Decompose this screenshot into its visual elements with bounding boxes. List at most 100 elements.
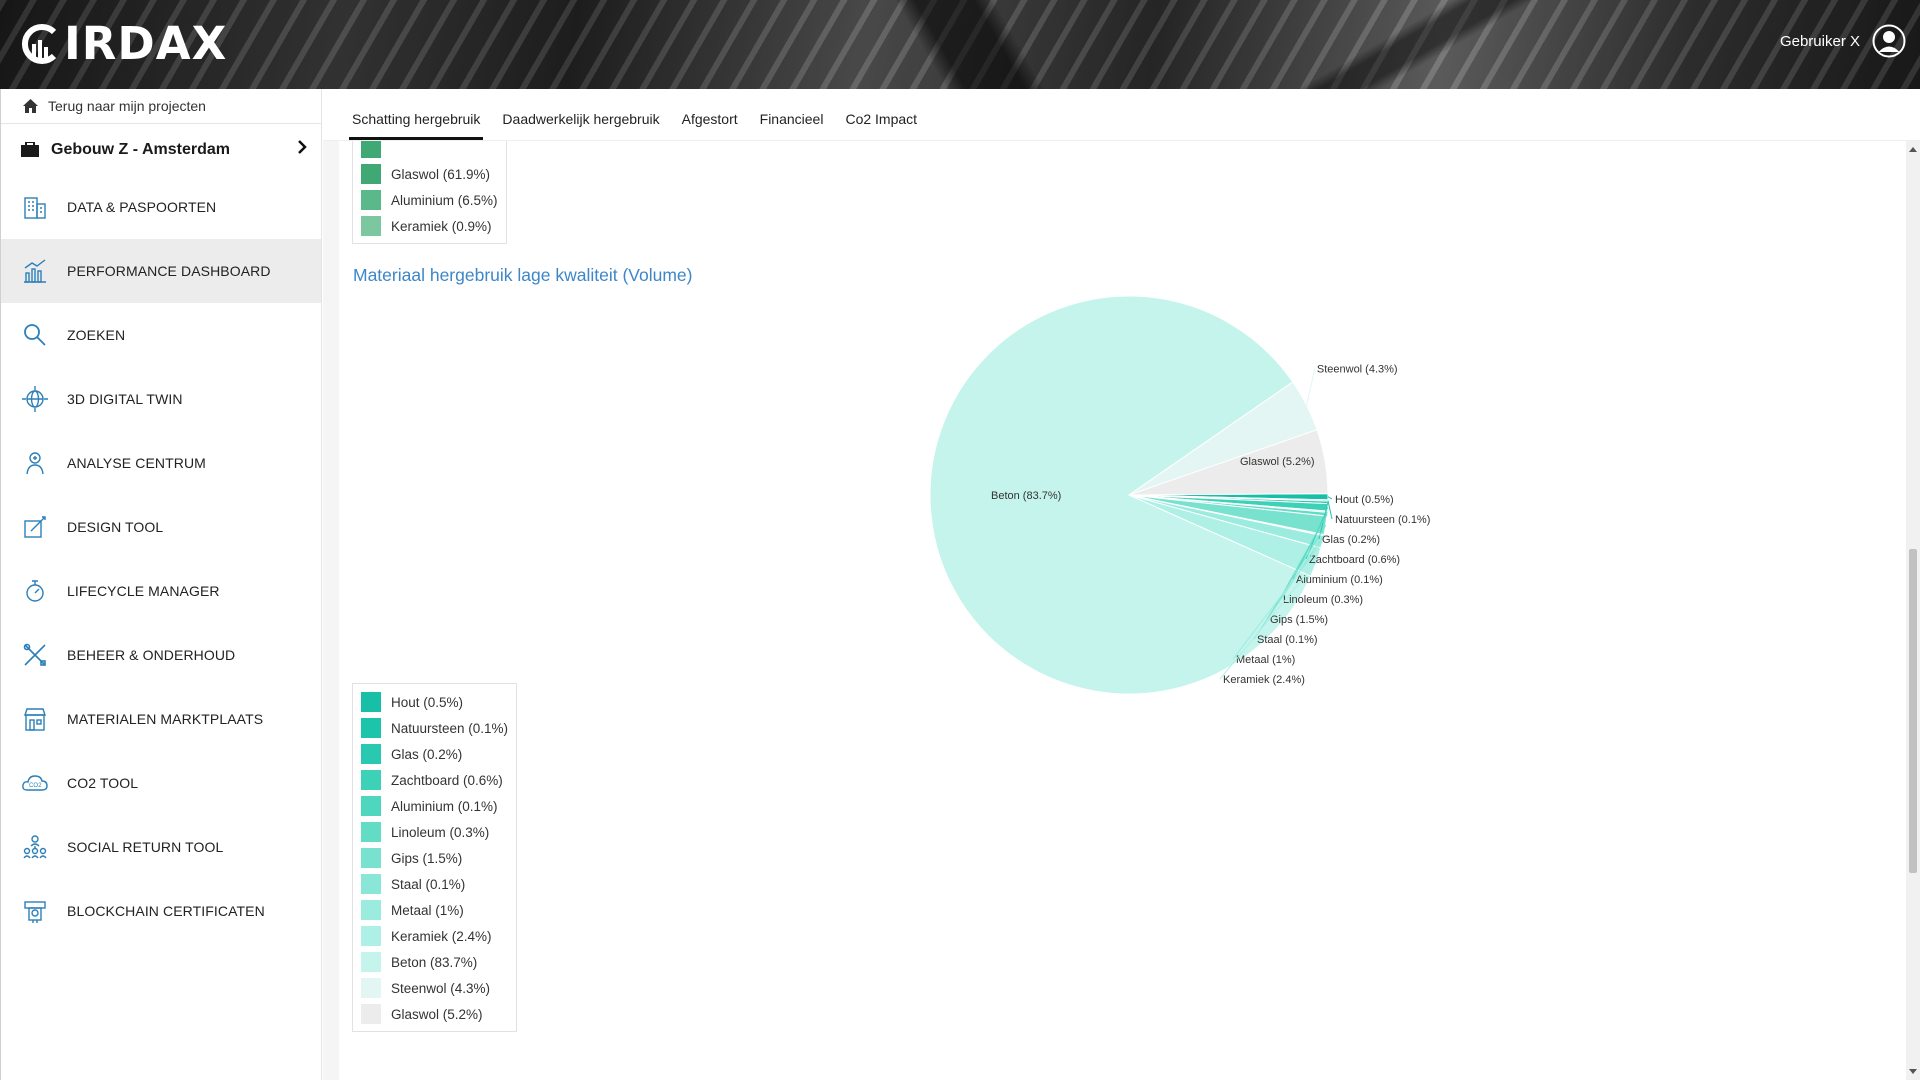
sidebar-item-design-tool[interactable]: DESIGN TOOL	[1, 495, 321, 559]
logo-mark-icon	[21, 24, 57, 64]
legend-swatch	[361, 718, 381, 738]
legend-item[interactable]: Aluminium (0.1%)	[361, 793, 508, 819]
legend-label: Metaal (1%)	[391, 902, 464, 918]
briefcase-icon	[21, 142, 39, 157]
sidebar-item-label: SOCIAL RETURN TOOL	[67, 839, 224, 855]
project-name: Gebouw Z - Amsterdam	[51, 140, 230, 158]
pie-slice-label: Steenwol (4.3%)	[1317, 363, 1398, 375]
legend-item[interactable]: Gips (1.5%)	[361, 845, 508, 871]
co2-cloud-icon: CO2	[21, 769, 49, 797]
back-link-label: Terug naar mijn projecten	[48, 98, 206, 114]
sidebar-item-beheer-onderhoud[interactable]: BEHEER & ONDERHOUD	[1, 623, 321, 687]
legend-item[interactable]: Metaal (1%)	[361, 897, 508, 923]
legend-label: Hout (0.5%)	[391, 694, 464, 710]
sidebar-item-zoeken[interactable]: ZOEKEN	[1, 303, 321, 367]
scroll-up-arrow[interactable]	[1909, 147, 1917, 152]
certificate-icon	[21, 897, 49, 925]
chevron-right-icon	[298, 140, 307, 154]
dashboard-content: Glaswol (61.9%) Aluminium (6.5%) Keramie…	[323, 141, 1906, 1080]
pie-slice-label: Aluminium (0.1%)	[1296, 574, 1383, 586]
pie-label-leader	[1327, 496, 1333, 500]
legend-item[interactable]: Keramiek (2.4%)	[361, 923, 508, 949]
sidebar-item-social-return-tool[interactable]: SOCIAL RETURN TOOL	[1, 815, 321, 879]
scroll-thumb[interactable]	[1909, 549, 1917, 873]
legend-item[interactable]: Linoleum (0.3%)	[361, 819, 508, 845]
legend-swatch	[361, 874, 381, 894]
pie-slice-label: Keramiek (2.4%)	[1223, 674, 1305, 686]
tab-daadwerkelijk-hergebruik[interactable]: Daadwerkelijk hergebruik	[502, 111, 660, 127]
legend-item[interactable]: Glas (0.2%)	[361, 741, 508, 767]
legend-label: Keramiek (2.4%)	[391, 928, 492, 944]
legend-swatch	[361, 190, 381, 210]
person-analysis-icon	[21, 449, 49, 477]
tab-financieel[interactable]: Financieel	[759, 111, 824, 127]
user-avatar-icon[interactable]	[1872, 24, 1906, 58]
legend-label: Zachtboard (0.6%)	[391, 772, 503, 788]
sidebar-item-label: DESIGN TOOL	[67, 519, 164, 535]
legend-bottom: Hout (0.5%) Natuursteen (0.1%) Glas (0.2%)…	[352, 683, 518, 1032]
legend-item[interactable]: Zachtboard (0.6%)	[361, 767, 508, 793]
legend-swatch	[361, 822, 381, 842]
legend-item[interactable]: Beton (83.7%)	[361, 949, 508, 975]
user-name: Gebruiker X	[1779, 32, 1860, 50]
pie-slice-label: Gips (1.5%)	[1270, 614, 1328, 626]
legend-item[interactable]: Staal (0.1%)	[361, 871, 508, 897]
vertical-scrollbar[interactable]	[1906, 141, 1920, 1080]
sidebar-item-label: BEHEER & ONDERHOUD	[67, 647, 236, 663]
sidebar-item-label: MATERIALEN MARKTPLAATS	[67, 711, 264, 727]
project-selector[interactable]: Gebouw Z - Amsterdam	[1, 124, 321, 175]
sidebar-item-analyse-centrum[interactable]: ANALYSE CENTRUM	[1, 431, 321, 495]
legend-label: Linoleum (0.3%)	[391, 824, 490, 840]
legend-label: Glaswol (5.2%)	[391, 1006, 483, 1022]
legend-label: Staal (0.1%)	[391, 876, 466, 892]
legend-label: Glas (0.2%)	[391, 746, 463, 762]
home-icon	[23, 99, 38, 113]
tab-afgestort[interactable]: Afgestort	[681, 111, 738, 127]
tab-bar: Schatting hergebruik Daadwerkelijk herge…	[323, 89, 1920, 141]
sidebar-item-data-paspoorten[interactable]: DATA & PASPOORTEN	[1, 175, 321, 239]
pie-slice-label: Glaswol (5.2%)	[1240, 456, 1315, 468]
pie-slice[interactable]	[929, 295, 1312, 695]
tab-co2-impact[interactable]: Co2 Impact	[845, 111, 918, 127]
pie-slice-label: Glas (0.2%)	[1322, 534, 1380, 546]
legend-swatch	[361, 164, 381, 184]
legend-label: Natuursteen (0.1%)	[391, 720, 509, 736]
pie-slice-label: Hout (0.5%)	[1335, 494, 1394, 506]
legend-swatch	[361, 952, 381, 972]
pie-slice-label: Staal (0.1%)	[1257, 634, 1318, 646]
legend-top: Glaswol (61.9%) Aluminium (6.5%) Keramie…	[352, 141, 507, 244]
legend-item[interactable]: Natuursteen (0.1%)	[361, 715, 508, 741]
main-area: Schatting hergebruik Daadwerkelijk herge…	[323, 89, 1920, 1080]
pie-slice-label: Zachtboard (0.6%)	[1309, 554, 1400, 566]
sidebar-item-label: DATA & PASPOORTEN	[67, 199, 217, 215]
legend-item[interactable]: Hout (0.5%)	[361, 689, 508, 715]
pie-slice[interactable]	[1128, 429, 1329, 496]
legend-swatch	[361, 770, 381, 790]
legend-swatch	[361, 216, 381, 236]
sidebar-item-co2-tool[interactable]: CO2 CO2 TOOL	[1, 751, 321, 815]
pie-label-leader	[1266, 525, 1327, 620]
pie-label-leader	[1327, 500, 1333, 520]
design-icon	[21, 513, 49, 541]
scroll-down-arrow[interactable]	[1909, 1069, 1917, 1074]
sidebar-item-3d-digital-twin[interactable]: 3D DIGITAL TWIN	[1, 367, 321, 431]
sidebar-item-materialen-marktplaats[interactable]: MATERIALEN MARKTPLAATS	[1, 687, 321, 751]
svg-text:CO2: CO2	[29, 783, 42, 789]
legend-item[interactable]: Glaswol (5.2%)	[361, 1001, 508, 1027]
legend-item: Keramiek (0.9%)	[361, 213, 498, 239]
legend-item[interactable]: Steenwol (4.3%)	[361, 975, 508, 1001]
sidebar-item-blockchain-certificaten[interactable]: BLOCKCHAIN CERTIFICATEN	[1, 879, 321, 943]
chart-title: Materiaal hergebruik lage kwaliteit (Vol…	[353, 265, 693, 285]
tab-schatting-hergebruik[interactable]: Schatting hergebruik	[341, 111, 491, 140]
sidebar-item-performance-dashboard[interactable]: PERFORMANCE DASHBOARD	[1, 239, 321, 303]
globe-icon	[21, 385, 49, 413]
legend-label: Aluminium (0.1%)	[391, 798, 498, 814]
user-menu[interactable]: Gebruiker X	[1780, 24, 1906, 58]
chart-icon	[21, 257, 49, 285]
back-to-projects-link[interactable]: Terug naar mijn projecten	[1, 89, 321, 124]
legend-item: Aluminium (6.5%)	[361, 187, 498, 213]
legend-swatch	[361, 926, 381, 946]
legend-label: Gips (1.5%)	[391, 850, 463, 866]
circdax-logo[interactable]: IRDAX	[20, 21, 227, 66]
sidebar-item-lifecycle-manager[interactable]: LIFECYCLE MANAGER	[1, 559, 321, 623]
